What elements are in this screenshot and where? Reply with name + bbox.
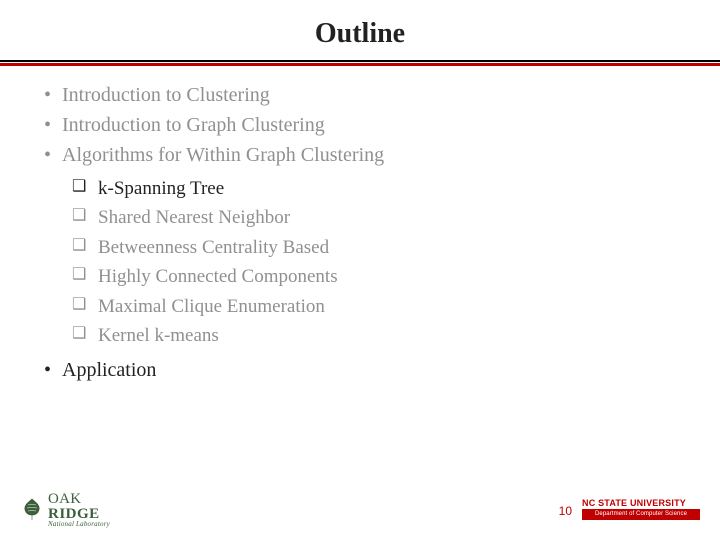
sub-item-text: Kernel k-means: [98, 325, 219, 346]
footer: OAK RIDGE National Laboratory 10 NC STAT…: [0, 486, 720, 530]
list-item-text: Algorithms for Within Graph Clustering: [62, 144, 384, 166]
title-rule: [0, 60, 720, 66]
ncsu-bar: Department of Computer Science: [582, 509, 700, 520]
ornl-text: OAK RIDGE National Laboratory: [48, 491, 110, 528]
list-item: Application: [40, 355, 686, 385]
ncsu-logo: NC STATE UNIVERSITY Department of Comput…: [582, 498, 700, 520]
sub-item-text: Betweenness Centrality Based: [98, 237, 329, 258]
list-item: Introduction to Clustering: [40, 80, 686, 110]
list-item-text: Application: [62, 359, 156, 381]
sub-item-text: Shared Nearest Neighbor: [98, 207, 290, 228]
ornl-logo: OAK RIDGE National Laboratory: [20, 491, 110, 528]
list-item-text: Introduction to Clustering: [62, 84, 270, 106]
leaf-icon: [20, 497, 44, 521]
page-number: 10: [559, 504, 572, 518]
sub-item: Highly Connected Components: [72, 262, 686, 291]
sub-item-text: Maximal Clique Enumeration: [98, 296, 325, 317]
slide: Outline Introduction to Clustering Intro…: [0, 0, 720, 540]
list-item: Introduction to Graph Clustering: [40, 110, 686, 140]
list-item: Algorithms for Within Graph Clustering k…: [40, 140, 686, 351]
content-area: Introduction to Clustering Introduction …: [34, 80, 686, 385]
ncsu-top: NC STATE UNIVERSITY: [582, 498, 700, 508]
slide-title: Outline: [34, 18, 686, 50]
sub-list: k-Spanning Tree Shared Nearest Neighbor …: [72, 174, 686, 351]
list-item-text: Introduction to Graph Clustering: [62, 114, 325, 136]
sub-item: Shared Nearest Neighbor: [72, 203, 686, 232]
ornl-line1: OAK: [48, 491, 81, 507]
outline-list: Introduction to Clustering Introduction …: [40, 80, 686, 385]
ornl-sub: National Laboratory: [48, 521, 110, 528]
sub-item: k-Spanning Tree: [72, 174, 686, 203]
sub-item-text: k-Spanning Tree: [98, 178, 224, 199]
sub-item: Kernel k-means: [72, 321, 686, 350]
sub-item: Betweenness Centrality Based: [72, 233, 686, 262]
sub-item: Maximal Clique Enumeration: [72, 292, 686, 321]
sub-item-text: Highly Connected Components: [98, 266, 338, 287]
